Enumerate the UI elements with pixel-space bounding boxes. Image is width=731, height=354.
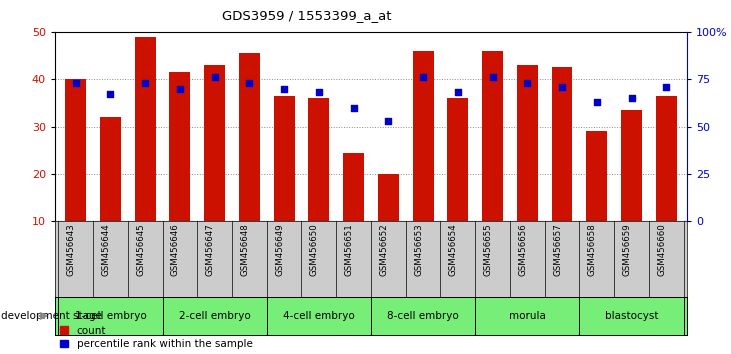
Point bbox=[417, 74, 429, 80]
Point bbox=[660, 84, 672, 90]
Text: GSM456659: GSM456659 bbox=[623, 223, 632, 276]
Point bbox=[279, 86, 290, 92]
Bar bbox=[586, 131, 607, 269]
Text: 1-cell embryo: 1-cell embryo bbox=[75, 311, 146, 321]
Point bbox=[348, 105, 360, 110]
Bar bbox=[343, 153, 364, 269]
Bar bbox=[267, 297, 371, 335]
Text: GSM456649: GSM456649 bbox=[275, 223, 284, 276]
Bar bbox=[656, 96, 677, 269]
Text: morula: morula bbox=[509, 311, 546, 321]
Point bbox=[452, 90, 463, 95]
Bar bbox=[58, 297, 162, 335]
Bar bbox=[517, 65, 538, 269]
Point bbox=[243, 80, 255, 86]
Text: 2-cell embryo: 2-cell embryo bbox=[179, 311, 251, 321]
Text: GSM456651: GSM456651 bbox=[344, 223, 354, 276]
Text: development stage: development stage bbox=[1, 311, 102, 321]
Bar bbox=[621, 110, 642, 269]
Bar bbox=[482, 51, 503, 269]
Point bbox=[591, 99, 602, 105]
Text: GSM456657: GSM456657 bbox=[553, 223, 562, 276]
Point bbox=[105, 92, 116, 97]
Bar bbox=[162, 297, 267, 335]
Text: GSM456644: GSM456644 bbox=[102, 223, 110, 276]
Bar bbox=[204, 65, 225, 269]
Text: GSM456658: GSM456658 bbox=[588, 223, 596, 276]
Bar bbox=[239, 53, 260, 269]
Bar bbox=[413, 51, 433, 269]
Text: GSM456646: GSM456646 bbox=[171, 223, 180, 276]
Point bbox=[382, 118, 394, 124]
Point bbox=[626, 95, 637, 101]
Text: 8-cell embryo: 8-cell embryo bbox=[387, 311, 459, 321]
Bar bbox=[273, 96, 295, 269]
Point bbox=[174, 86, 186, 92]
Legend: count, percentile rank within the sample: count, percentile rank within the sample bbox=[60, 326, 253, 349]
Text: GSM456655: GSM456655 bbox=[484, 223, 493, 276]
Bar bbox=[378, 174, 399, 269]
Text: GSM456654: GSM456654 bbox=[449, 223, 458, 276]
Bar bbox=[170, 72, 190, 269]
Point bbox=[140, 80, 151, 86]
Text: 4-cell embryo: 4-cell embryo bbox=[283, 311, 355, 321]
Point bbox=[313, 90, 325, 95]
Bar bbox=[65, 79, 86, 269]
Text: GSM456660: GSM456660 bbox=[657, 223, 666, 276]
Point bbox=[521, 80, 533, 86]
Bar bbox=[447, 98, 469, 269]
Text: GSM456656: GSM456656 bbox=[518, 223, 527, 276]
Bar bbox=[135, 36, 156, 269]
Text: GSM456648: GSM456648 bbox=[240, 223, 249, 276]
Bar bbox=[580, 297, 683, 335]
Bar bbox=[475, 297, 580, 335]
Point bbox=[209, 74, 221, 80]
Text: GSM456652: GSM456652 bbox=[379, 223, 388, 276]
Point bbox=[487, 74, 499, 80]
Text: GDS3959 / 1553399_a_at: GDS3959 / 1553399_a_at bbox=[222, 9, 392, 22]
Bar bbox=[371, 297, 475, 335]
Bar bbox=[552, 67, 572, 269]
Point bbox=[70, 80, 82, 86]
Text: GSM456650: GSM456650 bbox=[310, 223, 319, 276]
Bar bbox=[100, 117, 121, 269]
Bar bbox=[308, 98, 329, 269]
Text: GSM456645: GSM456645 bbox=[136, 223, 145, 276]
Text: GSM456653: GSM456653 bbox=[414, 223, 423, 276]
Text: GSM456647: GSM456647 bbox=[205, 223, 215, 276]
Text: blastocyst: blastocyst bbox=[605, 311, 659, 321]
Point bbox=[556, 84, 568, 90]
Text: GSM456643: GSM456643 bbox=[67, 223, 76, 276]
